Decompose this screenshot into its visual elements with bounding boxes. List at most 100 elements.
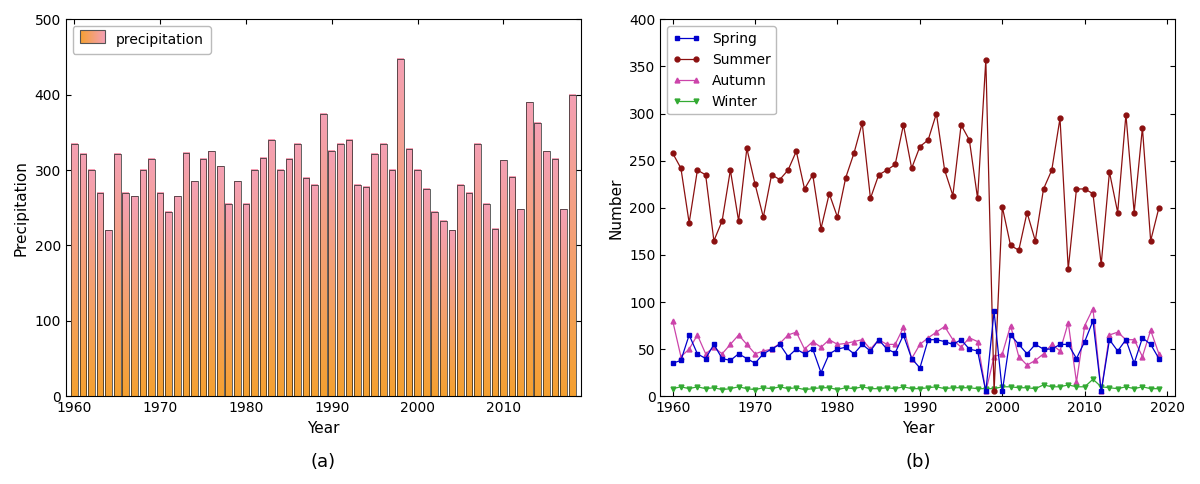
Bar — [414, 170, 421, 396]
Bar — [432, 212, 438, 396]
Winter — [830, 387, 845, 393]
X-axis label: Year: Year — [901, 421, 934, 436]
Autumn — [748, 351, 762, 357]
Bar — [209, 151, 215, 396]
Bar — [354, 185, 361, 396]
Spring — [830, 346, 845, 352]
Summer — [790, 149, 804, 154]
Bar — [500, 160, 506, 396]
Bar — [174, 197, 181, 396]
Text: (a): (a) — [311, 453, 336, 471]
Autumn — [790, 329, 804, 335]
Winter — [1086, 377, 1100, 382]
Autumn — [971, 339, 985, 345]
Spring — [979, 389, 994, 394]
Autumn — [822, 337, 836, 343]
Winter — [1152, 386, 1166, 392]
Winter — [666, 386, 680, 392]
Bar — [346, 140, 353, 396]
Bar — [362, 187, 370, 396]
Spring — [805, 346, 820, 352]
Bar — [534, 122, 541, 396]
Legend: precipitation: precipitation — [73, 26, 210, 54]
Winter — [756, 385, 770, 391]
Bar — [226, 204, 232, 396]
Summer — [979, 57, 994, 63]
Summer — [805, 172, 820, 178]
Bar — [277, 170, 283, 396]
Bar — [457, 185, 464, 396]
Summer — [1152, 205, 1166, 211]
Summer — [986, 389, 1001, 394]
Bar — [166, 212, 172, 396]
Bar — [397, 59, 404, 396]
Bar — [251, 170, 258, 396]
Bar — [131, 197, 138, 396]
Y-axis label: Precipitation: Precipitation — [14, 160, 29, 256]
Bar — [294, 144, 301, 396]
Bar — [199, 159, 206, 396]
Autumn — [830, 342, 845, 348]
Bar — [320, 114, 326, 396]
Bar — [371, 153, 378, 396]
Bar — [552, 159, 558, 396]
Bar — [406, 149, 413, 396]
Bar — [517, 209, 524, 396]
Bar — [311, 185, 318, 396]
Bar — [449, 230, 455, 396]
Bar — [380, 144, 386, 396]
Bar — [269, 140, 275, 396]
Bar — [182, 153, 190, 396]
Spring — [666, 360, 680, 366]
X-axis label: Year: Year — [307, 421, 340, 436]
Bar — [302, 178, 310, 396]
Summer — [971, 196, 985, 201]
Winter — [797, 387, 811, 393]
Autumn — [979, 389, 994, 394]
Bar — [526, 102, 533, 396]
Bar — [88, 170, 95, 396]
Legend: Spring, Summer, Autumn, Winter: Spring, Summer, Autumn, Winter — [667, 26, 776, 114]
Line: Autumn: Autumn — [671, 306, 1162, 394]
Bar — [139, 170, 146, 396]
Bar — [71, 144, 78, 396]
Bar — [466, 193, 473, 396]
Bar — [79, 153, 86, 396]
Bar — [422, 189, 430, 396]
Bar — [122, 193, 130, 396]
Bar — [560, 209, 566, 396]
Bar — [97, 193, 103, 396]
Bar — [337, 144, 343, 396]
Bar — [259, 158, 266, 396]
Spring — [822, 351, 836, 357]
Bar — [191, 182, 198, 396]
Bar — [234, 182, 241, 396]
Winter — [715, 387, 730, 393]
Bar — [389, 170, 395, 396]
Line: Winter: Winter — [671, 377, 1162, 392]
Bar — [242, 204, 250, 396]
Winter — [839, 385, 853, 391]
Bar — [569, 95, 576, 396]
Bar — [114, 153, 120, 396]
Bar — [509, 177, 516, 396]
Line: Summer: Summer — [671, 58, 1162, 394]
Bar — [148, 159, 155, 396]
Bar — [544, 151, 550, 396]
Bar — [329, 151, 335, 396]
Winter — [814, 385, 828, 391]
Bar — [492, 229, 498, 396]
Spring — [1152, 356, 1166, 362]
Summer — [666, 150, 680, 156]
Bar — [286, 159, 293, 396]
Bar — [474, 144, 481, 396]
Autumn — [805, 339, 820, 345]
Bar — [440, 221, 446, 396]
Bar — [106, 230, 112, 396]
Autumn — [1152, 351, 1166, 357]
Winter — [979, 386, 994, 392]
Bar — [157, 193, 163, 396]
Spring — [971, 348, 985, 354]
Bar — [217, 166, 223, 396]
Spring — [986, 308, 1001, 314]
